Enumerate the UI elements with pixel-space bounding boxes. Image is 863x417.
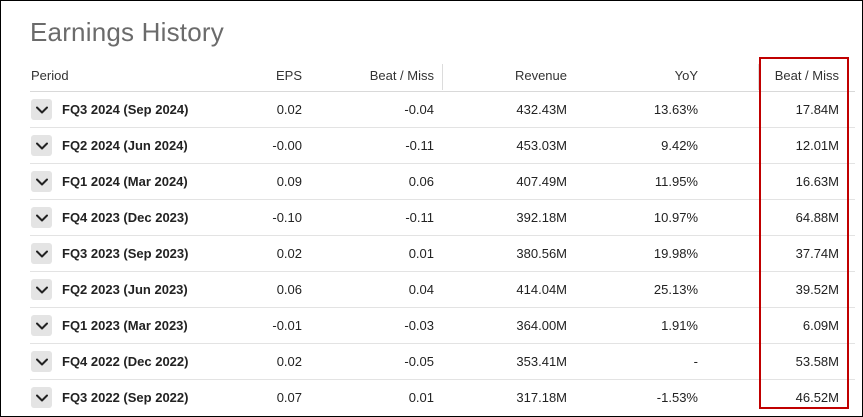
cell-revenue-beat-miss: 6.09M bbox=[802, 318, 839, 333]
cell-yoy: 10.97% bbox=[653, 210, 698, 225]
cell-period: FQ4 2022 (Dec 2022) bbox=[62, 354, 189, 369]
cell-eps: 0.02 bbox=[276, 102, 302, 117]
cell-eps: -0.01 bbox=[272, 318, 302, 333]
cell-eps: 0.02 bbox=[276, 354, 302, 369]
cell-eps: -0.10 bbox=[272, 210, 302, 225]
cell-revenue: 353.41M bbox=[516, 354, 567, 369]
cell-revenue-beat-miss: 53.58M bbox=[795, 354, 839, 369]
header-yoy[interactable]: YoY bbox=[674, 68, 698, 83]
header-revenue[interactable]: Revenue bbox=[514, 68, 567, 83]
cell-revenue-beat-miss: 37.74M bbox=[795, 246, 839, 261]
cell-revenue: 380.56M bbox=[516, 246, 567, 261]
page-title: Earnings History bbox=[30, 17, 224, 47]
chevron-down-icon bbox=[35, 358, 48, 365]
cell-period: FQ2 2024 (Jun 2024) bbox=[62, 138, 188, 153]
cell-revenue: 364.00M bbox=[516, 318, 567, 333]
cell-yoy: 1.91% bbox=[661, 318, 698, 333]
chevron-down-icon bbox=[35, 394, 48, 401]
header-eps-beat-miss[interactable]: Beat / Miss bbox=[369, 68, 434, 83]
chevron-down-icon bbox=[35, 286, 48, 293]
chevron-down-icon bbox=[35, 214, 48, 221]
cell-yoy: 9.42% bbox=[661, 138, 698, 153]
expand-row-button[interactable] bbox=[31, 279, 52, 300]
cell-yoy: 11.95% bbox=[654, 174, 698, 189]
expand-row-button[interactable] bbox=[31, 207, 52, 228]
cell-revenue: 414.04M bbox=[516, 282, 567, 297]
cell-eps: 0.07 bbox=[276, 390, 302, 405]
cell-period: FQ4 2023 (Dec 2023) bbox=[62, 210, 189, 225]
cell-eps-beat-miss: -0.11 bbox=[405, 210, 434, 225]
cell-yoy: -1.53% bbox=[656, 390, 698, 405]
table-row: FQ4 2023 (Dec 2023) -0.10 -0.11 392.18M … bbox=[30, 200, 855, 236]
cell-yoy: 13.63% bbox=[653, 102, 698, 117]
table-row: FQ1 2023 (Mar 2023) -0.01 -0.03 364.00M … bbox=[30, 308, 855, 344]
table-row: FQ3 2022 (Sep 2022) 0.07 0.01 317.18M -1… bbox=[30, 380, 855, 415]
header-period[interactable]: Period bbox=[31, 68, 69, 83]
table-row: FQ1 2024 (Mar 2024) 0.09 0.06 407.49M 11… bbox=[30, 164, 855, 200]
cell-period: FQ3 2024 (Sep 2024) bbox=[62, 102, 189, 117]
cell-period: FQ2 2023 (Jun 2023) bbox=[62, 282, 188, 297]
cell-eps-beat-miss: 0.04 bbox=[408, 282, 434, 297]
cell-eps: 0.02 bbox=[276, 246, 302, 261]
header-eps[interactable]: EPS bbox=[275, 68, 302, 83]
cell-revenue-beat-miss: 39.52M bbox=[795, 282, 839, 297]
expand-row-button[interactable] bbox=[31, 99, 52, 120]
table-body: FQ3 2024 (Sep 2024) 0.02 -0.04 432.43M 1… bbox=[30, 92, 855, 415]
chevron-down-icon bbox=[35, 322, 48, 329]
cell-period: FQ1 2024 (Mar 2024) bbox=[62, 174, 188, 189]
expand-row-button[interactable] bbox=[31, 315, 52, 336]
cell-eps-beat-miss: -0.04 bbox=[404, 102, 434, 117]
cell-revenue: 453.03M bbox=[516, 138, 567, 153]
cell-eps-beat-miss: 0.01 bbox=[408, 246, 434, 261]
earnings-table: Period EPS Beat / Miss Revenue YoY Beat … bbox=[30, 61, 855, 415]
cell-revenue-beat-miss: 12.01M bbox=[795, 138, 839, 153]
cell-yoy: 19.98% bbox=[653, 246, 698, 261]
cell-period: FQ3 2023 (Sep 2023) bbox=[62, 246, 189, 261]
expand-row-button[interactable] bbox=[31, 387, 52, 408]
cell-eps-beat-miss: -0.05 bbox=[404, 354, 434, 369]
cell-eps-beat-miss: 0.01 bbox=[408, 390, 434, 405]
column-divider bbox=[442, 64, 443, 90]
cell-eps-beat-miss: 0.06 bbox=[408, 174, 434, 189]
chevron-down-icon bbox=[35, 142, 48, 149]
cell-period: FQ3 2022 (Sep 2022) bbox=[62, 390, 189, 405]
expand-row-button[interactable] bbox=[31, 171, 52, 192]
cell-eps: 0.09 bbox=[276, 174, 302, 189]
chevron-down-icon bbox=[35, 178, 48, 185]
cell-yoy: 25.13% bbox=[653, 282, 698, 297]
cell-revenue: 317.18M bbox=[516, 390, 567, 405]
cell-revenue: 392.18M bbox=[516, 210, 567, 225]
column-divider bbox=[758, 64, 759, 90]
cell-eps-beat-miss: -0.11 bbox=[405, 138, 434, 153]
cell-eps-beat-miss: -0.03 bbox=[404, 318, 434, 333]
cell-revenue-beat-miss: 16.63M bbox=[795, 174, 839, 189]
expand-row-button[interactable] bbox=[31, 351, 52, 372]
cell-revenue: 432.43M bbox=[516, 102, 567, 117]
table-row: FQ4 2022 (Dec 2022) 0.02 -0.05 353.41M -… bbox=[30, 344, 855, 380]
cell-yoy: - bbox=[693, 354, 698, 369]
cell-revenue: 407.49M bbox=[516, 174, 567, 189]
table-row: FQ3 2023 (Sep 2023) 0.02 0.01 380.56M 19… bbox=[30, 236, 855, 272]
table-row: FQ2 2024 (Jun 2024) -0.00 -0.11 453.03M … bbox=[30, 128, 855, 164]
expand-row-button[interactable] bbox=[31, 135, 52, 156]
cell-period: FQ1 2023 (Mar 2023) bbox=[62, 318, 188, 333]
cell-revenue-beat-miss: 17.84M bbox=[795, 102, 839, 117]
header-revenue-beat-miss[interactable]: Beat / Miss bbox=[774, 68, 839, 83]
cell-eps: 0.06 bbox=[276, 282, 302, 297]
cell-eps: -0.00 bbox=[272, 138, 302, 153]
table-row: FQ3 2024 (Sep 2024) 0.02 -0.04 432.43M 1… bbox=[30, 92, 855, 128]
cell-revenue-beat-miss: 64.88M bbox=[795, 210, 839, 225]
table-header: Period EPS Beat / Miss Revenue YoY Beat … bbox=[30, 61, 855, 92]
chevron-down-icon bbox=[35, 106, 48, 113]
table-row: FQ2 2023 (Jun 2023) 0.06 0.04 414.04M 25… bbox=[30, 272, 855, 308]
chevron-down-icon bbox=[35, 250, 48, 257]
expand-row-button[interactable] bbox=[31, 243, 52, 264]
cell-revenue-beat-miss: 46.52M bbox=[795, 390, 839, 405]
